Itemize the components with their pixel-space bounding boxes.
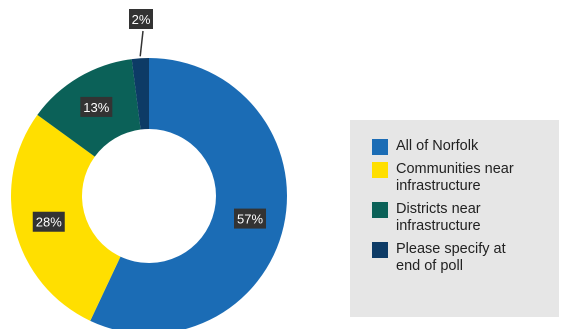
data-label-all-of-norfolk: 57% <box>234 208 267 229</box>
svg-text:57%: 57% <box>237 212 263 227</box>
legend-label-line: end of poll <box>396 258 463 274</box>
legend-item-districts-near-infrastructure: Districts near infrastructure <box>372 201 549 235</box>
legend-swatch <box>372 139 388 155</box>
legend-item-all-of-norfolk: All of Norfolk <box>372 138 549 155</box>
data-label-communities-near-infrastructure: 28% <box>32 211 65 232</box>
data-label-please-specify: 2% <box>129 9 153 29</box>
legend-label: Districts near infrastructure <box>396 201 546 235</box>
legend-label-line: Districts near <box>396 201 481 217</box>
legend-swatch <box>372 202 388 218</box>
data-label-districts-near-infrastructure: 13% <box>80 96 113 117</box>
legend-label-line: infrastructure <box>396 218 481 234</box>
leader-line-please-specify <box>139 30 144 57</box>
legend-swatch <box>372 242 388 258</box>
svg-text:28%: 28% <box>36 215 62 230</box>
slice-communities-near-infrastructure <box>10 114 121 321</box>
legend-swatch <box>372 162 388 178</box>
legend: All of Norfolk Communities near infrastruc… <box>350 120 559 317</box>
legend-label-line: Communities near <box>396 161 514 177</box>
legend-label: Please specify at end of poll <box>396 241 546 275</box>
legend-label-line: Please specify at <box>396 241 506 257</box>
legend-item-please-specify: Please specify at end of poll <box>372 241 549 275</box>
slice-all-of-norfolk <box>90 58 287 329</box>
legend-label: All of Norfolk <box>396 138 546 155</box>
legend-label-line: All of Norfolk <box>396 138 479 154</box>
legend-label-line: infrastructure <box>396 178 481 194</box>
legend-label: Communities near infrastructure <box>396 161 546 195</box>
slice-please-specify <box>131 58 149 130</box>
svg-text:13%: 13% <box>83 100 109 115</box>
donut-chart: 57% 28% 13% 2% <box>10 9 287 329</box>
legend-item-communities-near-infrastructure: Communities near infrastructure <box>372 161 549 195</box>
svg-text:2%: 2% <box>132 12 151 27</box>
